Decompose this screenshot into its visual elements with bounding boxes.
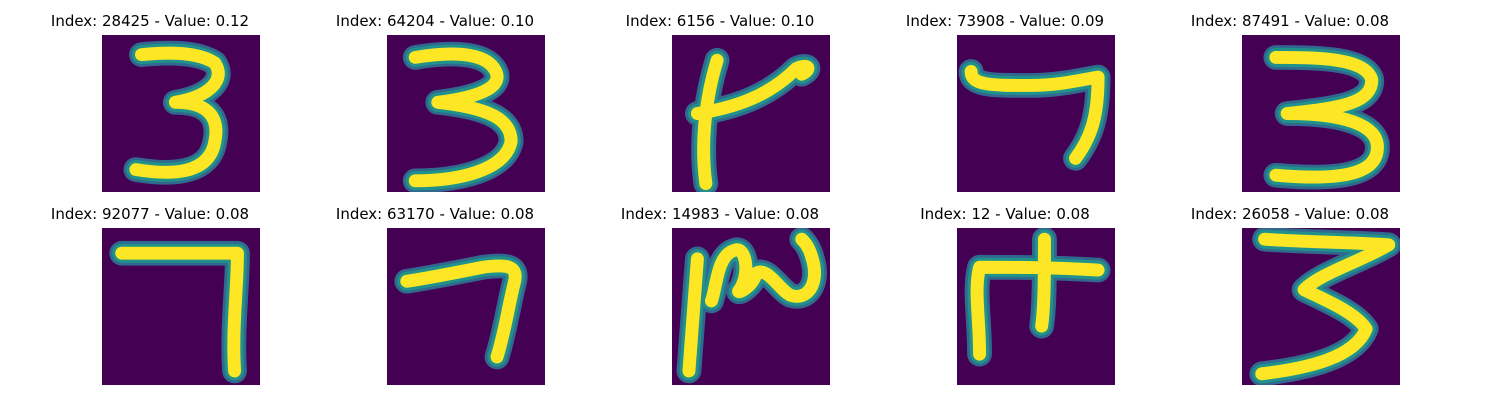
digit-image	[102, 228, 260, 385]
panel-title: Index: 14983 - Value: 0.08	[620, 205, 820, 223]
panel-title: Index: 87491 - Value: 0.08	[1190, 12, 1390, 30]
digit-heatmap	[1242, 228, 1400, 385]
panel-title: Index: 73908 - Value: 0.09	[905, 12, 1105, 30]
panel-title: Index: 63170 - Value: 0.08	[335, 205, 535, 223]
digit-stroke-core-0	[1255, 232, 1396, 381]
panel-title: Index: 26058 - Value: 0.08	[1190, 205, 1390, 223]
image-panel-9: Index: 12 - Value: 0.08	[855, 193, 1155, 393]
image-panel-10: Index: 26058 - Value: 0.08	[1140, 193, 1440, 393]
digit-stroke-core-0	[400, 259, 522, 364]
digit-stroke-core-1	[690, 59, 815, 120]
image-panel-3: Index: 6156 - Value: 0.10	[570, 0, 870, 200]
digit-stroke-core-0	[115, 246, 244, 378]
digit-stroke-core-0	[408, 47, 518, 188]
digit-image	[957, 228, 1115, 385]
digit-image	[1242, 35, 1400, 192]
digit-heatmap	[957, 35, 1115, 192]
digit-stroke-core-0	[697, 53, 724, 191]
digit-stroke-core-1	[1035, 232, 1051, 333]
digit-image	[672, 35, 830, 192]
digit-image	[387, 228, 545, 385]
panel-title: Index: 12 - Value: 0.08	[920, 205, 1090, 223]
panel-title: Index: 6156 - Value: 0.10	[625, 12, 815, 30]
digit-stroke-core-0	[682, 252, 704, 378]
image-panel-5: Index: 87491 - Value: 0.08	[1140, 0, 1440, 200]
panel-title: Index: 28425 - Value: 0.12	[50, 12, 250, 30]
digit-stroke-core-0	[1269, 50, 1384, 184]
digit-stroke-core-1	[705, 232, 821, 308]
digit-stroke-core-0	[129, 46, 225, 179]
digit-heatmap	[672, 35, 830, 192]
digit-heatmap	[102, 228, 260, 385]
digit-image	[1242, 228, 1400, 385]
image-panel-4: Index: 73908 - Value: 0.09	[855, 0, 1155, 200]
panel-title: Index: 64204 - Value: 0.10	[335, 12, 535, 30]
image-panel-2: Index: 64204 - Value: 0.10	[285, 0, 585, 200]
digit-heatmap	[672, 228, 830, 385]
digit-heatmap	[1242, 35, 1400, 192]
digit-stroke-core-0	[964, 64, 1105, 165]
image-panel-7: Index: 63170 - Value: 0.08	[285, 193, 585, 393]
digit-heatmap	[387, 228, 545, 385]
image-panel-8: Index: 14983 - Value: 0.08	[570, 193, 870, 393]
digit-image	[957, 35, 1115, 192]
digit-heatmap	[387, 35, 545, 192]
digit-image	[672, 228, 830, 385]
digit-image	[102, 35, 260, 192]
digit-heatmap	[102, 35, 260, 192]
image-panel-1: Index: 28425 - Value: 0.12	[0, 0, 300, 200]
image-panel-6: Index: 92077 - Value: 0.08	[0, 193, 300, 393]
digit-image	[387, 35, 545, 192]
digit-heatmap	[957, 228, 1115, 385]
digit-stroke-core-0	[970, 260, 1105, 361]
panel-title: Index: 92077 - Value: 0.08	[50, 205, 250, 223]
